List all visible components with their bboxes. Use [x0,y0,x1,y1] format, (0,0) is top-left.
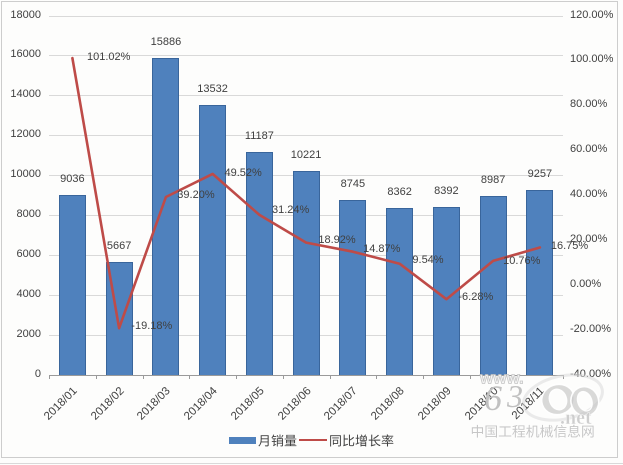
svg-text:3: 3 [506,378,523,414]
svg-text:6: 6 [484,378,502,418]
svg-text:.net: .net [560,407,592,429]
svg-text:www.: www. [479,369,524,388]
